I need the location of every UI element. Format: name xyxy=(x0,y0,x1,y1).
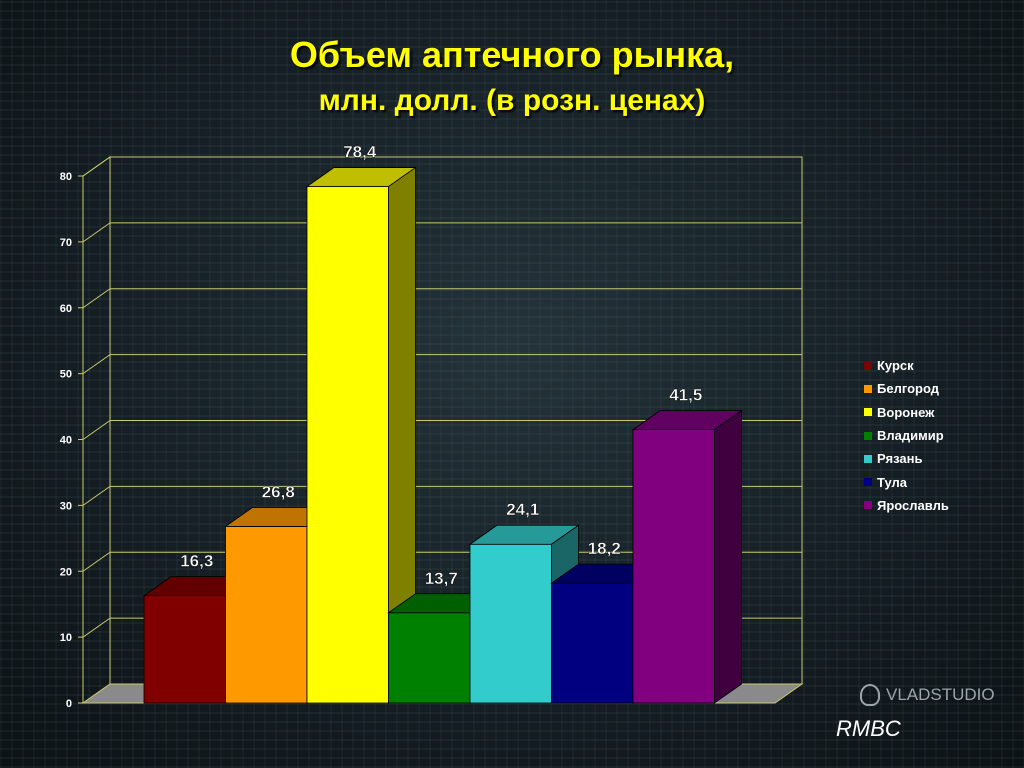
legend-item: Владимир xyxy=(864,424,949,447)
bar-side xyxy=(714,409,742,704)
gridline-side xyxy=(82,222,111,243)
legend-item: Воронеж xyxy=(864,401,949,424)
watermark-text: VLADSTUDIO xyxy=(886,685,995,704)
legend-label: Воронеж xyxy=(877,404,935,420)
legend-item: Тула xyxy=(864,470,949,493)
legend-label: Владимир xyxy=(877,428,944,444)
watermark: VLADSTUDIO xyxy=(860,684,995,706)
legend-label: Курск xyxy=(877,358,914,374)
bar-front xyxy=(388,612,471,704)
legend-item: Курск xyxy=(864,354,949,377)
vladstudio-logo-icon xyxy=(860,684,880,706)
y-tick-label: 0 xyxy=(66,698,72,710)
y-tick-label: 20 xyxy=(60,566,72,578)
chart-legend: Курск Белгород Воронеж Владимир Рязань Тула Яр… xyxy=(864,354,949,517)
bar-data-label: 41,5 xyxy=(669,386,702,405)
bar-data-label: 16,3 xyxy=(180,552,213,571)
y-tick-label: 10 xyxy=(60,632,72,644)
bar-front xyxy=(306,186,389,704)
gridline-side xyxy=(82,420,111,440)
bar-data-label: 18,2 xyxy=(588,539,621,558)
bar-front xyxy=(632,429,715,704)
bar-front xyxy=(469,543,552,704)
legend-swatch xyxy=(864,454,872,463)
legend-item: Белгород xyxy=(864,377,949,400)
legend-item: Рязань xyxy=(864,447,949,470)
legend-swatch xyxy=(864,361,872,370)
gridline-side xyxy=(82,551,111,572)
footer-note: RMBC xyxy=(836,716,901,741)
legend-label: Тула xyxy=(877,474,907,490)
legend-label: Рязань xyxy=(877,451,923,467)
bar-data-label: 13,7 xyxy=(425,569,458,588)
gridline-side xyxy=(82,354,111,375)
y-tick-label: 40 xyxy=(60,435,72,447)
legend-item: Ярославль xyxy=(864,494,949,517)
y-tick-label: 50 xyxy=(60,369,72,381)
bar-data-label: 78,4 xyxy=(343,143,377,162)
legend-swatch xyxy=(864,408,872,417)
bar-front xyxy=(143,595,226,704)
y-tick-label: 60 xyxy=(60,303,72,315)
gridline-side xyxy=(82,485,111,506)
legend-swatch xyxy=(864,431,872,440)
legend-swatch xyxy=(864,501,872,510)
legend-swatch xyxy=(864,384,872,393)
bar-front xyxy=(551,582,634,704)
chart-title-line-1: Объем аптечного рынка, xyxy=(289,34,735,75)
y-tick-label: 80 xyxy=(60,171,72,183)
gridline-side xyxy=(82,617,111,638)
y-tick-label: 30 xyxy=(60,500,72,512)
bar-data-label: 26,8 xyxy=(262,482,295,501)
legend-swatch xyxy=(864,478,872,487)
chart-title-line-2: млн. долл. (в розн. ценах) xyxy=(318,84,706,117)
legend-label: Ярославль xyxy=(877,497,949,513)
gridline-side xyxy=(82,288,111,309)
legend-label: Белгород xyxy=(877,381,939,397)
gridline-side xyxy=(82,156,111,177)
bar-data-label: 24,1 xyxy=(506,500,539,519)
y-tick-label: 70 xyxy=(60,237,72,249)
bar-front xyxy=(225,526,308,704)
